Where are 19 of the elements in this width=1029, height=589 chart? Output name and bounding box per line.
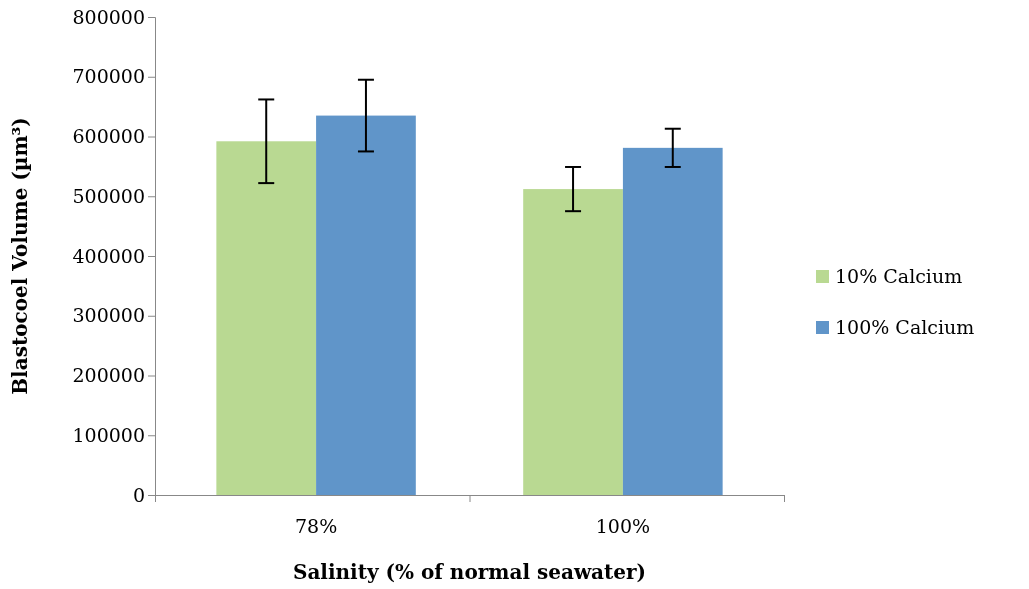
y-tick-label: 300000 [72,304,145,327]
bar [216,141,317,495]
y-tick-label: 800000 [72,5,145,28]
y-tick-label: 400000 [72,244,145,267]
y-tick-label: 600000 [72,125,145,148]
y-tick-label: 700000 [72,65,145,88]
y-axis-title: Blastocoel Volume (µm³) [8,117,32,395]
y-tick-label: 100000 [72,423,145,446]
y-tick-label: 500000 [72,184,145,207]
y-tick-label: 0 [132,483,145,506]
x-tick-label: 100% [595,515,651,537]
bar [316,115,416,495]
x-tick-label: 78% [294,515,338,537]
legend-label: 100% Calcium [835,316,975,338]
bar [622,147,723,495]
y-tick-label: 200000 [72,364,145,387]
x-axis-title: Salinity (% of normal seawater) [292,560,647,584]
legend-label: 10% Calcium [835,265,963,287]
bar [523,189,623,495]
